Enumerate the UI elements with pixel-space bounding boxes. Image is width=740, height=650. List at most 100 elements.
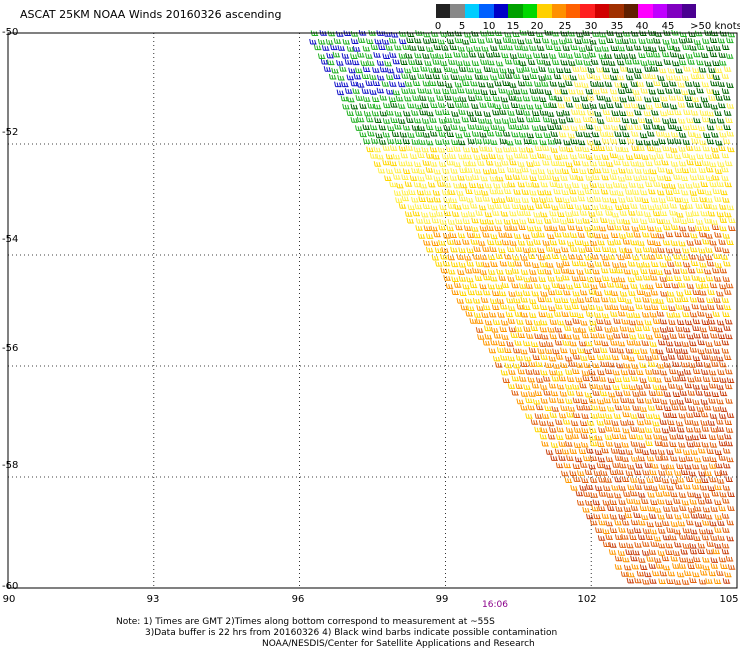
wind-barb bbox=[531, 382, 540, 389]
wind-barb bbox=[453, 161, 461, 167]
wind-barb bbox=[505, 196, 514, 202]
wind-barb bbox=[664, 175, 672, 181]
wind-barb bbox=[714, 231, 722, 238]
wind-barb bbox=[537, 231, 545, 238]
wind-barb bbox=[687, 390, 696, 396]
wind-barb bbox=[486, 218, 495, 225]
wind-barb bbox=[566, 376, 575, 382]
wind-barb bbox=[696, 153, 704, 160]
wind-barb bbox=[700, 420, 708, 426]
wind-barb bbox=[570, 125, 578, 131]
wind-barb bbox=[553, 311, 562, 317]
wind-barb bbox=[725, 333, 733, 340]
wind-barb bbox=[558, 412, 567, 419]
wind-barb bbox=[401, 88, 409, 94]
wind-barb bbox=[381, 38, 390, 45]
wind-barb bbox=[620, 82, 629, 88]
wind-barb bbox=[702, 564, 710, 571]
wind-barb bbox=[453, 282, 462, 288]
wind-barb bbox=[429, 80, 437, 86]
wind-barb bbox=[500, 319, 509, 326]
wind-barb bbox=[373, 161, 382, 167]
wind-barb bbox=[546, 111, 555, 117]
wind-barb bbox=[479, 218, 488, 225]
wind-barb bbox=[710, 535, 718, 541]
wind-barb bbox=[493, 332, 502, 339]
wind-barb bbox=[673, 579, 682, 585]
wind-barb bbox=[519, 376, 527, 382]
wind-barb bbox=[537, 348, 545, 354]
wind-barb bbox=[473, 154, 481, 160]
wind-barb bbox=[428, 67, 436, 73]
wind-barb bbox=[705, 312, 713, 319]
wind-barb bbox=[618, 513, 626, 520]
wind-barb bbox=[538, 341, 547, 347]
wind-barb bbox=[691, 96, 700, 102]
wind-barb bbox=[577, 189, 585, 196]
wind-barb bbox=[363, 138, 371, 144]
note-line-1: Note: 1) Times are GMT 2)Times along bot… bbox=[116, 617, 495, 627]
lat-label: -54 bbox=[2, 234, 19, 245]
wind-barb bbox=[683, 65, 691, 72]
wind-barb bbox=[625, 189, 633, 195]
wind-barb bbox=[719, 390, 728, 397]
wind-barb bbox=[719, 267, 727, 274]
wind-barb bbox=[634, 73, 642, 79]
wind-barb bbox=[656, 310, 665, 317]
wind-barb bbox=[708, 369, 717, 376]
wind-barb bbox=[697, 188, 705, 195]
wind-barb bbox=[603, 397, 612, 404]
wind-barb bbox=[690, 73, 699, 80]
wind-barb bbox=[449, 232, 457, 238]
wind-barb bbox=[594, 261, 603, 267]
wind-barb bbox=[663, 224, 671, 231]
wind-barb bbox=[574, 81, 582, 88]
wind-barb bbox=[722, 197, 730, 203]
wind-barb bbox=[447, 203, 456, 209]
wind-barb bbox=[533, 37, 542, 44]
wind-barb bbox=[615, 146, 623, 152]
wind-barb bbox=[711, 146, 719, 153]
wind-barb bbox=[669, 202, 678, 209]
wind-barb bbox=[520, 404, 528, 411]
wind-barb bbox=[574, 103, 583, 109]
wind-barb bbox=[652, 397, 660, 403]
wind-barb bbox=[610, 276, 619, 283]
wind-barb bbox=[549, 210, 557, 217]
wind-barb bbox=[701, 81, 710, 88]
wind-barb bbox=[555, 369, 564, 376]
wind-barb bbox=[415, 218, 424, 224]
wind-barb bbox=[427, 96, 435, 102]
wind-barb bbox=[423, 239, 431, 246]
wind-barb bbox=[507, 318, 516, 324]
wind-barb bbox=[695, 390, 703, 396]
wind-barb bbox=[417, 168, 426, 174]
wind-barb bbox=[551, 217, 560, 223]
wind-barb bbox=[689, 296, 698, 303]
wind-barb bbox=[593, 246, 601, 252]
wind-barb bbox=[565, 146, 574, 153]
wind-barb bbox=[523, 276, 531, 283]
wind-barb bbox=[670, 161, 679, 167]
wind-barb bbox=[417, 73, 425, 79]
wind-barb bbox=[659, 326, 668, 333]
wind-barb bbox=[713, 297, 721, 303]
wind-barb bbox=[661, 203, 670, 209]
wind-barb bbox=[697, 296, 705, 303]
wind-barb bbox=[458, 125, 467, 132]
legend-swatch bbox=[450, 4, 466, 18]
wind-barb bbox=[531, 303, 540, 310]
wind-barb bbox=[676, 290, 684, 297]
wind-barb bbox=[623, 253, 632, 259]
wind-barb bbox=[397, 118, 406, 124]
wind-barb bbox=[508, 291, 516, 297]
wind-barb bbox=[594, 125, 602, 131]
wind-barb bbox=[724, 433, 732, 440]
wind-barb bbox=[477, 52, 485, 58]
wind-barb bbox=[666, 326, 675, 332]
wind-barb bbox=[596, 81, 605, 87]
wind-barb bbox=[702, 556, 710, 563]
wind-barb bbox=[437, 146, 446, 153]
wind-barb bbox=[350, 31, 359, 37]
wind-barb bbox=[628, 369, 636, 375]
